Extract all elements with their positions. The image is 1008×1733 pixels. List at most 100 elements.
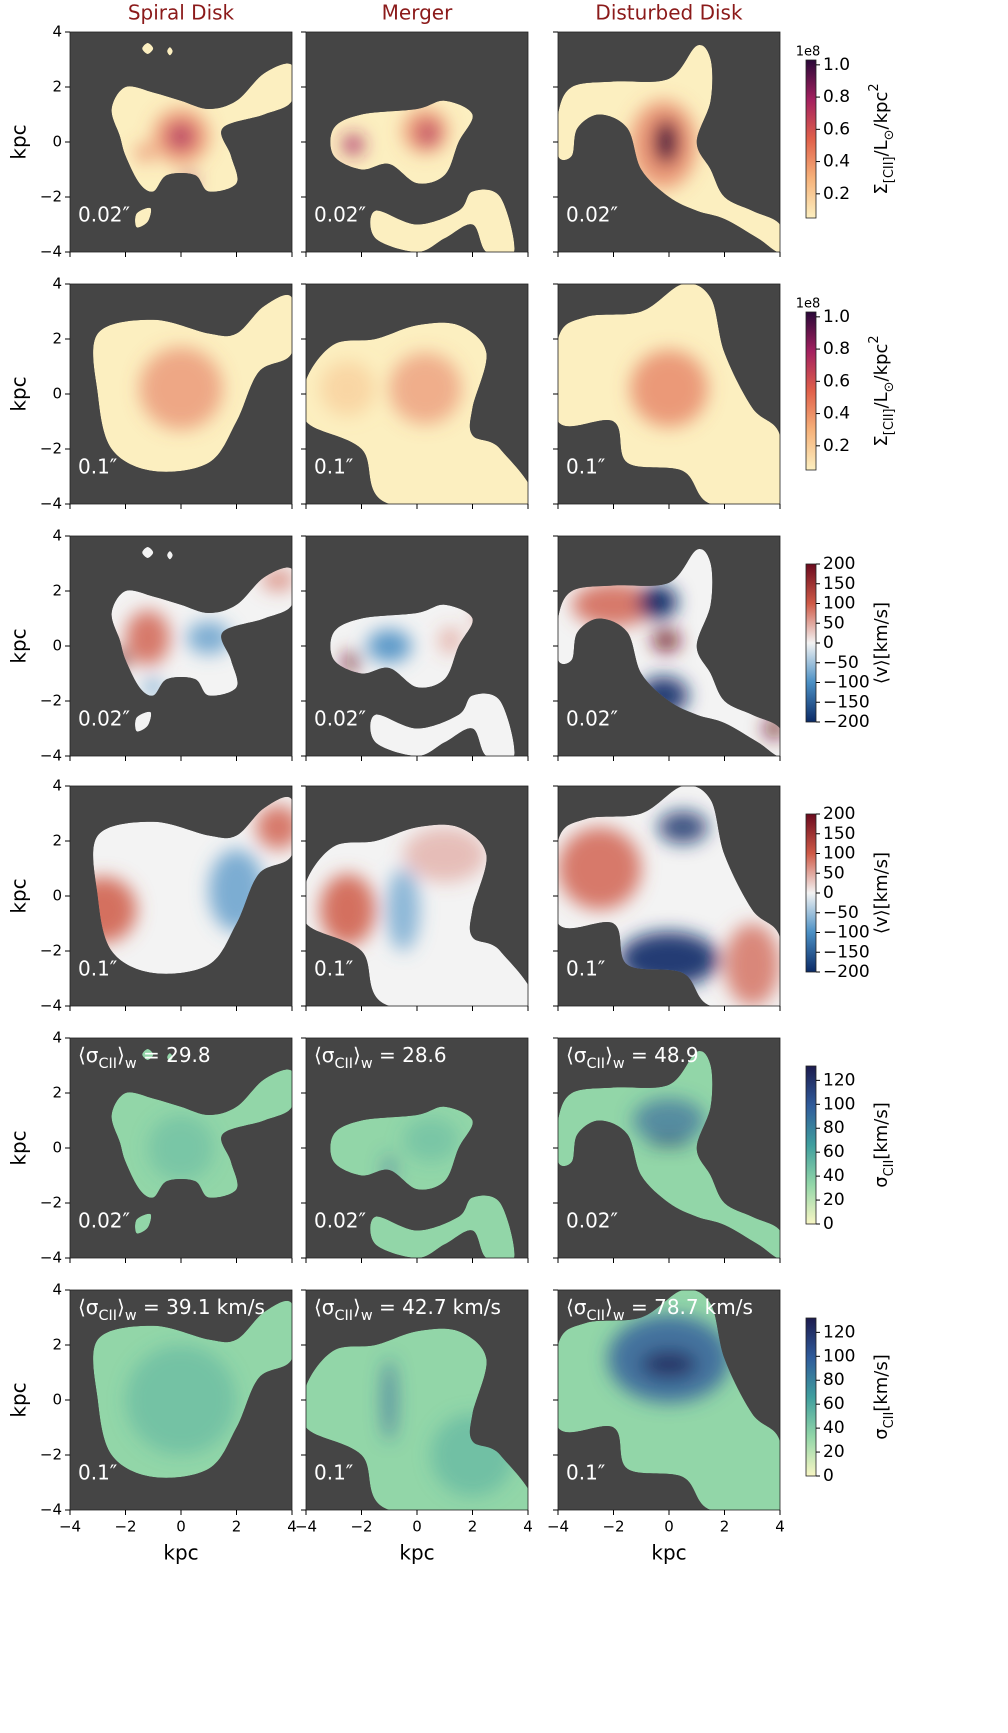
colorbar-tick-label: 0 [823,1466,834,1486]
text-part: ⟨v⟩[km/s] [871,602,892,684]
y-axis-label: kpc [7,124,31,159]
colorbar-tick-label: 20 [823,1442,845,1462]
map-emission [558,1051,780,1258]
resolution-label: 0.1″ [314,455,353,479]
resolution-label: 0.02″ [314,203,366,227]
resolution-label: 0.1″ [78,1461,117,1485]
map [330,604,515,756]
column-title: Merger [382,1,453,25]
colorbar-tick-label: 50 [823,613,845,633]
stat-annotation: ⟨σCII⟩w = 29.8 [78,1043,211,1073]
colorbar-label: σCII[km/s] [871,1354,897,1440]
colorbar-tick-label: 0.4 [823,152,850,172]
map-feature [93,876,137,943]
y-tick-label: −4 [40,243,62,261]
text-part: CII [586,1056,605,1072]
stat-value: 39.1 [166,1295,211,1319]
map-feature [125,610,170,666]
map [306,322,528,504]
colorbar-tick-label: 80 [823,1370,845,1390]
colorbar-tick-label: −200 [823,712,870,732]
x-tick-label: −2 [602,1518,624,1536]
x-tick-label: 4 [287,1518,297,1536]
map-feature [342,651,359,674]
colorbar-tick-label: 80 [823,1118,845,1138]
y-tick-label: 4 [52,1281,62,1299]
map-emission [111,1049,292,1234]
text-part: ⊙ [882,129,897,140]
y-tick-label: −4 [40,495,62,513]
y-tick-label: 2 [52,330,62,348]
text-part: [CII] [882,156,897,183]
text-part: ⟩ [117,1043,125,1067]
stat-unit: km/s [217,1295,265,1319]
map [330,100,515,252]
map-structure [125,1345,237,1455]
stat-value: 29.8 [166,1043,211,1067]
map-feature [763,717,780,740]
colorbar-tick-label: 0.2 [823,436,850,456]
column-title: Disturbed Disk [595,1,743,25]
y-tick-label: 4 [52,527,62,545]
colorbar-tick-label: 200 [823,554,855,574]
colorbar-tick-label: 100 [823,1346,855,1366]
colorbar-tick-label: 100 [823,1094,855,1114]
stat-unit: km/s [705,1295,753,1319]
map-emission [306,824,528,1006]
text-part: ⟩ [605,1295,613,1319]
colorbar-tick-label: −150 [823,692,870,712]
colorbar-tick-label: 0.6 [823,119,850,139]
text-part: ⟨σ [314,1295,335,1319]
stat-annotation: ⟨σCII⟩w = 39.1 km/s [78,1295,265,1325]
colorbar-tick-label: 0.8 [823,87,850,107]
colorbar-tick-label: 1.0 [823,307,850,327]
text-part: /kpc [871,344,892,382]
text-part: CII [98,1308,117,1324]
x-tick-label: −2 [350,1518,372,1536]
map-feature [724,923,780,1006]
colorbar [805,59,817,219]
map [306,824,528,1006]
map-feature [652,629,681,652]
text-part: 2 [867,83,882,91]
map-feature [558,827,642,910]
x-axis-label: kpc [651,1541,686,1565]
y-tick-label: −4 [40,1249,62,1267]
colorbar-tick-label: 20 [823,1190,845,1210]
y-tick-label: 4 [52,777,62,795]
colorbar-tick-label: 0.8 [823,339,850,359]
map-structure [607,1314,731,1403]
map-emission [558,45,780,252]
map [111,1049,292,1234]
map-base [330,100,515,252]
text-part: CII [334,1308,353,1324]
resolution-label: 0.02″ [566,1209,618,1233]
map-emission [306,322,528,504]
stat-annotation: ⟨σCII⟩w = 78.7 km/s [566,1295,753,1325]
text-part: [km/s] [871,1354,892,1411]
map-feature [367,629,412,663]
map-feature [439,626,462,655]
colorbar-offset: 1e8 [796,45,821,60]
y-tick-label: −2 [40,1446,62,1464]
colorbar-tick-label: 200 [823,804,855,824]
x-tick-label: −4 [295,1518,317,1536]
map [93,1300,292,1478]
colorbar [805,563,817,723]
colorbar-tick-label: 0 [823,633,834,653]
stat-value: 42.7 [402,1295,447,1319]
text-part: /L [871,140,892,156]
colorbar [805,1317,817,1477]
resolution-label: 0.02″ [78,707,130,731]
map-structure [630,100,697,189]
map-emission [558,1290,780,1510]
map-structure [147,1115,215,1181]
map-base [93,796,292,974]
x-tick-label: 2 [468,1518,478,1536]
colorbar-label: Σ[CII]/L⊙/kpc2 [867,83,897,194]
map-feature [419,122,437,145]
text-part: Σ [871,183,892,194]
x-axis-label: kpc [399,1541,434,1565]
map-feature [125,1345,237,1455]
